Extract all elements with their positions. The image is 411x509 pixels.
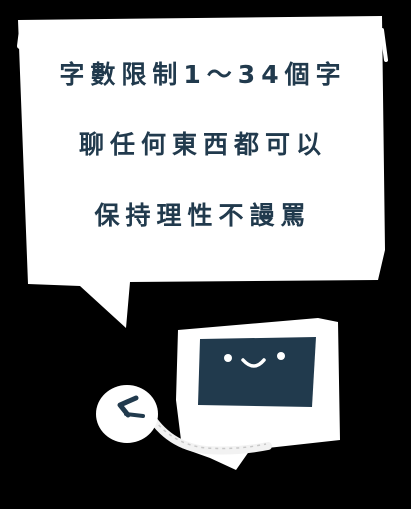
speech-bubble-icon (17, 16, 388, 328)
bubble-line-stay-rational: 保持理性不謾罵 (94, 201, 312, 230)
right-eye (277, 352, 285, 360)
bubble-line-char-limit: 字數限制1～34個字 (59, 60, 347, 89)
mouse-cord (144, 408, 272, 455)
bubble-line-chat-anything: 聊任何東西都可以 (78, 130, 327, 159)
mouse-icon (96, 385, 158, 443)
left-eye (224, 354, 232, 362)
computer-icon (176, 318, 340, 470)
smile (241, 358, 266, 368)
